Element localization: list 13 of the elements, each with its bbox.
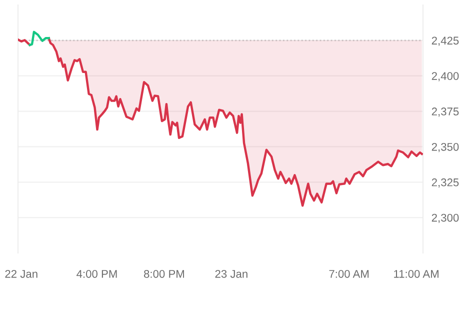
x-tick-label: 7:00 AM [329,270,369,278]
x-tick-label: 23 Jan [215,270,248,278]
y-tick-label: 2,400 [432,72,459,82]
y-tick-label: 2,300 [432,214,459,224]
x-tick-label: 4:00 PM [76,270,117,278]
x-tick-label: 8:00 PM [144,270,184,278]
y-tick-label: 2,325 [432,178,459,188]
x-tick-label: 11:00 AM [394,270,438,278]
x-tick-label: 22 Jan [5,270,38,278]
y-tick-label: 2,350 [432,142,459,152]
y-tick-label: 2,425 [432,36,459,46]
line-series [28,30,50,46]
y-tick-label: 2,375 [432,108,459,117]
